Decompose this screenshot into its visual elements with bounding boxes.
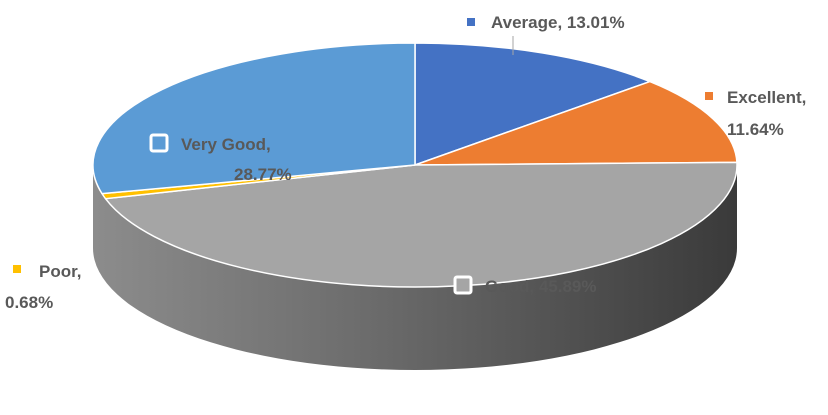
pie-side-wall	[93, 165, 737, 370]
pie-slice-very-good	[92, 42, 416, 195]
data-label-text-poor-2: 0.68%	[5, 293, 53, 312]
data-label-text-excellent-1: Excellent,	[727, 88, 806, 107]
legend-key-good	[453, 275, 473, 295]
legend-key-very-good	[149, 133, 169, 153]
data-label-good: Good, 45.89%	[453, 275, 596, 296]
data-label-text-good-1: Good, 45.89%	[485, 277, 596, 296]
pie-slice-excellent	[414, 80, 738, 166]
legend-key-average	[467, 18, 475, 26]
data-label-text-very-good-1: Very Good,	[181, 135, 271, 154]
legend-key-excellent	[705, 92, 713, 100]
data-label-text-very-good-2: 28.77%	[234, 165, 292, 184]
data-label-poor: Poor, 0.68%	[5, 262, 82, 312]
data-label-text-average-1: Average, 13.01%	[491, 13, 625, 32]
data-label-text-excellent-2: 11.64%	[727, 120, 784, 139]
data-label-text-poor-1: Poor,	[39, 262, 82, 281]
data-label-excellent: Excellent, 11.64%	[705, 88, 806, 139]
pie-slice-average	[414, 42, 651, 166]
legend-key-poor	[13, 265, 21, 273]
data-label-very-good: Very Good, 28.77%	[149, 133, 292, 184]
data-label-average: Average, 13.01%	[467, 13, 625, 32]
